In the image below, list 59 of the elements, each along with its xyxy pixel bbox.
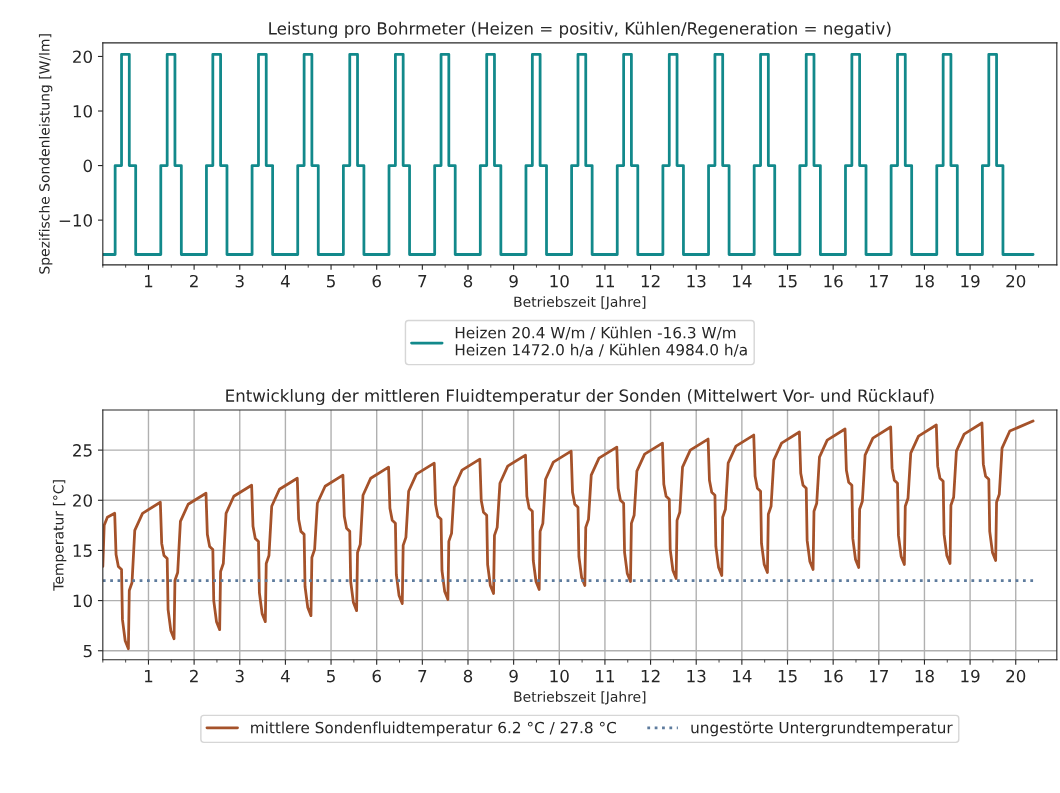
line-series (102, 419, 1035, 651)
y-axis-title: Spezifische Sondenleistung [W/lm] (38, 34, 53, 274)
x-tick-label: 12 (641, 669, 660, 683)
y-tick-label: 10 (73, 594, 92, 608)
x-tick-label: 4 (280, 670, 290, 683)
x-tick-label: 8 (463, 274, 473, 288)
x-tick-label: 15 (778, 275, 797, 288)
x-tick-label: 13 (687, 669, 706, 683)
y-tick-label: 10 (73, 104, 92, 118)
x-tick-label: 7 (418, 670, 427, 683)
x-tick-label: 11 (596, 670, 614, 683)
x-tick-label: 14 (733, 670, 752, 683)
x-tick-label: 2 (190, 274, 198, 288)
x-tick-label: 4 (280, 275, 290, 288)
x-tick-label: 20 (1006, 274, 1026, 288)
x-axis-title: Betriebszeit [Jahre] (514, 296, 646, 310)
y-tick-label: −10 (59, 214, 92, 227)
x-tick-label: 9 (509, 274, 518, 288)
y-tick-label: 20 (73, 50, 92, 64)
x-tick-label: 5 (327, 670, 335, 683)
x-tick-label: 17 (870, 275, 888, 288)
x-tick-label: 10 (550, 669, 569, 683)
x-tick-label: 1 (144, 275, 153, 288)
x-tick-label: 11 (596, 275, 614, 288)
x-tick-label: 6 (372, 274, 381, 288)
y-tick-label: 20 (73, 494, 92, 507)
legend-label: ungestörte Untergrundtemperatur (691, 721, 953, 737)
y-tick-label: 25 (73, 444, 92, 457)
x-tick-label: 19 (961, 669, 980, 683)
legend-label: mittlere Sondenfluidtemperatur 6.2 °C / 27.8 °C (251, 721, 616, 737)
x-tick-label: 5 (327, 275, 335, 288)
legend-label: Heizen 20.4 W/m / Kühlen -16.3 W/m Heizen 1472.0 h/a / Kühlen 4984.0 h/a (455, 326, 747, 357)
x-tick-label: 14 (733, 275, 752, 288)
x-tick-label: 16 (824, 669, 843, 683)
y-axis-title: Temperatur [°C] (52, 480, 67, 591)
x-tick-label: 13 (687, 274, 706, 288)
x-tick-label: 10 (550, 274, 569, 288)
x-tick-label: 12 (641, 274, 660, 288)
x-tick-label: 18 (915, 669, 934, 683)
x-tick-label: 8 (463, 669, 473, 683)
x-tick-label: 15 (778, 670, 797, 683)
y-tick-label: 15 (73, 544, 92, 557)
x-tick-label: 18 (915, 274, 934, 288)
x-tick-label: 17 (870, 670, 888, 683)
chart-title: Entwicklung der mittleren Fluidtemperatur der Sonden (Mittelwert Vor- und Rücklauf) (226, 388, 934, 406)
x-tick-label: 6 (372, 669, 381, 683)
x-tick-label: 3 (235, 274, 244, 288)
x-tick-label: 16 (824, 274, 843, 288)
x-tick-label: 9 (509, 669, 518, 683)
x-tick-label: 7 (418, 275, 427, 288)
x-tick-label: 20 (1006, 669, 1026, 683)
x-tick-label: 19 (961, 274, 980, 288)
x-tick-label: 1 (144, 670, 153, 683)
x-tick-label: 2 (190, 669, 198, 683)
x-tick-label: 3 (235, 669, 244, 683)
y-tick-label: 5 (83, 644, 92, 658)
x-axis-title: Betriebszeit [Jahre] (514, 691, 646, 705)
y-tick-label: 0 (83, 159, 92, 173)
chart-title: Leistung pro Bohrmeter (Heizen = positiv, Kühlen/Regeneration = negativ) (269, 21, 891, 38)
